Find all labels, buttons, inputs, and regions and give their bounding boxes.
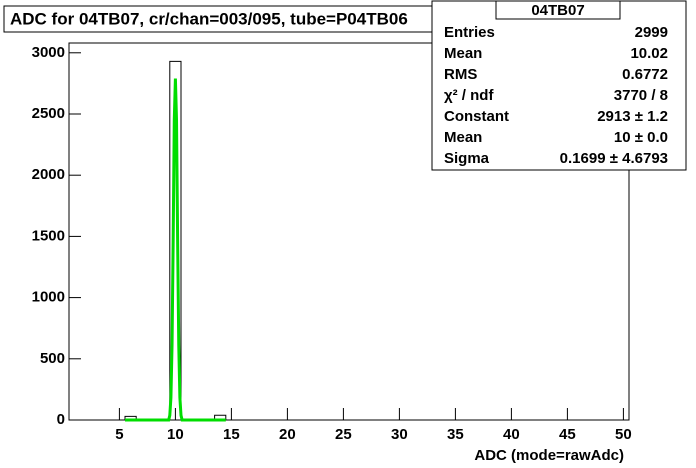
- y-tick-label: 0: [57, 411, 65, 428]
- bar: [214, 414, 227, 420]
- x-tick-label: 50: [615, 426, 632, 443]
- y-tick-label: 500: [40, 350, 65, 367]
- x-tick-label: 5: [115, 426, 123, 443]
- y-tick-label: 2500: [32, 105, 65, 122]
- stats-label: Sigma: [444, 150, 490, 167]
- stats-label: Entries: [444, 24, 495, 41]
- title-box: [3, 5, 496, 33]
- x-tick-label: 30: [391, 426, 408, 443]
- y-tick-label: 1500: [32, 227, 65, 244]
- stats-value: 10 ± 0.0: [614, 129, 668, 146]
- chart-title: ADC for 04TB07, cr/chan=003/095, tube=P0…: [10, 9, 408, 28]
- plot: [69, 52, 629, 422]
- bar: [124, 415, 137, 420]
- y-tick-label: 1000: [32, 289, 65, 306]
- stats-rows: Entries 2999 Mean 10.02 RMS 0.6772 χ² / ndf 377…: [444, 24, 668, 167]
- stats-value: 2999: [635, 24, 668, 41]
- stats-value: 0.6772: [622, 66, 668, 83]
- x-tick-label: 15: [223, 426, 240, 443]
- x-tick-label: 20: [279, 426, 296, 443]
- x-tick-label: 10: [167, 426, 184, 443]
- stats-box: [431, 0, 687, 171]
- stats-value: 0.1699 ± 4.6793: [560, 150, 668, 167]
- x-tick-label: 35: [447, 426, 464, 443]
- stats-label: Mean: [444, 129, 482, 146]
- bar: [169, 60, 182, 420]
- stats-label: RMS: [444, 66, 477, 83]
- x-tick-label: 45: [559, 426, 576, 443]
- stats-title-box: [495, 0, 621, 20]
- stats-label: Constant: [444, 108, 509, 125]
- stats-label: Mean: [444, 45, 482, 62]
- stats-value: 2913 ± 1.2: [597, 108, 668, 125]
- x-tick-label: 40: [503, 426, 520, 443]
- fit-curve: [125, 78, 226, 422]
- y-tick-label: 3000: [32, 44, 65, 61]
- x-axis-label: ADC (mode=rawAdc): [474, 447, 624, 464]
- stats-title: 04TB07: [531, 2, 584, 19]
- stats-value: 10.02: [630, 45, 668, 62]
- stats-label: χ² / ndf: [444, 87, 494, 104]
- x-tick-label: 25: [335, 426, 352, 443]
- stats-value: 3770 / 8: [614, 87, 668, 104]
- y-tick-label: 2000: [32, 166, 65, 183]
